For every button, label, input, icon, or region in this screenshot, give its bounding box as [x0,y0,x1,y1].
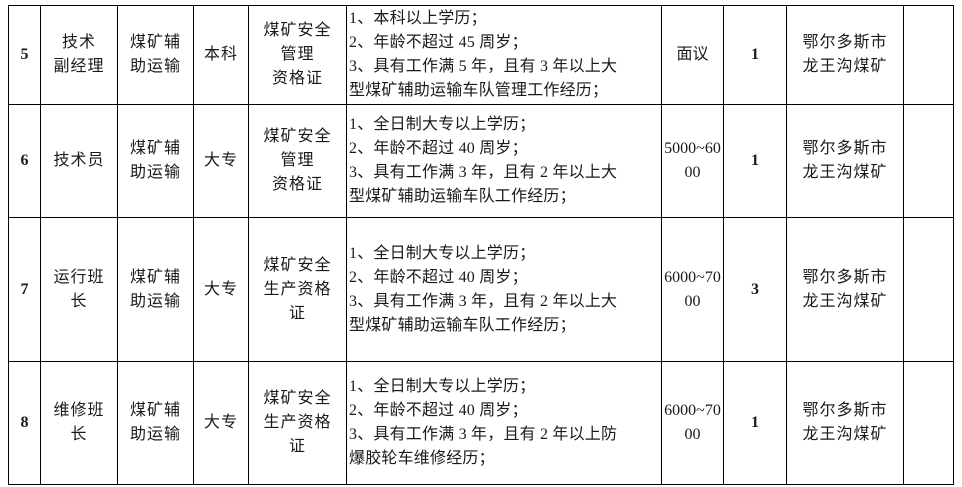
requirement-line: 型煤矿辅助运输车队管理工作经历； [349,82,609,99]
cell-note [903,104,954,218]
position-line: 技术员 [53,152,105,169]
cell-certificate: 煤矿安全 管理 资格证 [248,5,347,105]
cell-row-number: 5 [8,5,41,105]
employer-line: 龙王沟煤矿 [802,292,888,310]
cell-employer: 鄂尔多斯市 龙王沟煤矿 [786,361,904,485]
employer-line: 龙王沟煤矿 [802,164,888,181]
cell-employer: 鄂尔多斯市 龙王沟煤矿 [786,104,904,218]
cell-education: 本科 [193,5,249,105]
cell-salary: 6000~7000 [661,217,724,362]
cell-requirements: 1、全日制大专以上学历； 2、年龄不超过 40 周岁； 3、具有工作满 3 年，… [346,361,662,485]
department-line: 助运输 [129,164,181,181]
employer-line: 龙王沟煤矿 [802,426,888,443]
certificate-line: 管理 [280,152,315,169]
requirement-line: 1、全日制大专以上学历； [349,116,536,133]
cell-certificate: 煤矿安全 管理 资格证 [248,104,347,218]
employer-line: 鄂尔多斯市 [802,140,888,157]
table-body: 5 技术 副经理 煤矿辅 助运输 本科 煤矿安全 管理 资格证 1、本科以上学历… [8,5,954,485]
cell-row-number: 7 [8,217,41,362]
certificate-line: 资格证 [271,176,323,193]
cell-requirements: 1、本科以上学历； 2、年龄不超过 45 周岁； 3、具有工作满 5 年，且有 … [346,5,662,105]
requirement-line: 3、具有工作满 3 年，且有 2 年以上大 [349,164,618,181]
department-line: 助运输 [129,292,181,310]
requirement-line: 爆胶轮车维修经历； [349,450,495,467]
certificate-line: 煤矿安全 [263,22,332,39]
certificate-line: 生产资格 [263,280,332,298]
requirement-line: 3、具有工作满 3 年，且有 2 年以上防 [349,426,618,443]
employer-line: 鄂尔多斯市 [802,268,888,286]
cell-education: 大专 [193,104,249,218]
cell-department: 煤矿辅 助运输 [117,217,194,362]
department-line: 煤矿辅 [129,140,181,157]
certificate-line: 煤矿安全 [263,390,332,407]
cell-requirements: 1、全日制大专以上学历； 2、年龄不超过 40 周岁； 3、具有工作满 3 年，… [346,217,662,362]
certificate-line: 煤矿安全 [263,256,332,274]
certificate-line: 资格证 [271,70,323,87]
department-line: 助运输 [129,58,181,75]
position-line: 副经理 [53,58,105,75]
cell-department: 煤矿辅 助运输 [117,5,194,105]
cell-row-number: 8 [8,361,41,485]
cell-headcount: 1 [723,5,787,105]
cell-position: 技术 副经理 [40,5,118,105]
cell-department: 煤矿辅 助运输 [117,361,194,485]
certificate-line: 证 [288,438,306,455]
cell-salary: 6000~7000 [661,361,724,485]
department-line: 助运输 [129,426,181,443]
employer-line: 鄂尔多斯市 [802,402,888,419]
cell-headcount: 1 [723,104,787,218]
employer-line: 龙王沟煤矿 [802,58,888,75]
cell-note [903,217,954,362]
department-line: 煤矿辅 [129,402,181,419]
requirement-line: 2、年龄不超过 40 周岁； [349,402,528,419]
position-line: 技术 [61,34,96,51]
cell-note [903,5,954,105]
cell-department: 煤矿辅 助运输 [117,104,194,218]
cell-education: 大专 [193,361,249,485]
table-row: 5 技术 副经理 煤矿辅 助运输 本科 煤矿安全 管理 资格证 1、本科以上学历… [8,5,954,105]
requirement-line: 型煤矿辅助运输车队工作经历； [349,188,576,205]
table-row: 8 维修班 长 煤矿辅 助运输 大专 煤矿安全 生产资格 证 1、全日制大专以上… [8,361,954,485]
certificate-line: 证 [288,304,306,322]
cell-headcount: 1 [723,361,787,485]
cell-position: 技术员 [40,104,118,218]
employer-line: 鄂尔多斯市 [802,34,888,51]
cell-salary: 面议 [661,5,724,105]
requirement-line: 1、全日制大专以上学历； [349,378,536,395]
certificate-line: 生产资格 [263,414,332,431]
requirement-line: 型煤矿辅助运输车队工作经历； [349,316,576,334]
requirement-line: 3、具有工作满 5 年，且有 3 年以上大 [349,58,618,75]
cell-headcount: 3 [723,217,787,362]
requirement-line: 2、年龄不超过 40 周岁； [349,140,528,157]
cell-position: 维修班 长 [40,361,118,485]
position-line: 维修班 [53,402,105,419]
certificate-line: 管理 [280,46,315,63]
cell-certificate: 煤矿安全 生产资格 证 [248,217,347,362]
department-line: 煤矿辅 [129,268,181,286]
recruitment-position-table: 5 技术 副经理 煤矿辅 助运输 本科 煤矿安全 管理 资格证 1、本科以上学历… [8,5,954,485]
position-line: 运行班 [53,268,105,286]
cell-employer: 鄂尔多斯市 龙王沟煤矿 [786,5,904,105]
position-line: 长 [70,292,88,310]
department-line: 煤矿辅 [129,34,181,51]
table-row: 7 运行班 长 煤矿辅 助运输 大专 煤矿安全 生产资格 证 1、全日制大专以上… [8,217,954,362]
cell-row-number: 6 [8,104,41,218]
requirement-line: 1、本科以上学历； [349,10,487,27]
certificate-line: 煤矿安全 [263,128,332,145]
requirement-line: 1、全日制大专以上学历； [349,244,536,262]
cell-employer: 鄂尔多斯市 龙王沟煤矿 [786,217,904,362]
cell-note [903,361,954,485]
requirement-line: 2、年龄不超过 40 周岁； [349,268,528,286]
cell-position: 运行班 长 [40,217,118,362]
table-row: 6 技术员 煤矿辅 助运输 大专 煤矿安全 管理 资格证 1、全日制大专以上学历… [8,104,954,218]
position-line: 长 [70,426,88,443]
cell-salary: 5000~6000 [661,104,724,218]
cell-certificate: 煤矿安全 生产资格 证 [248,361,347,485]
cell-requirements: 1、全日制大专以上学历； 2、年龄不超过 40 周岁； 3、具有工作满 3 年，… [346,104,662,218]
requirement-line: 3、具有工作满 3 年，且有 2 年以上大 [349,292,618,310]
cell-education: 大专 [193,217,249,362]
requirement-line: 2、年龄不超过 45 周岁； [349,34,528,51]
